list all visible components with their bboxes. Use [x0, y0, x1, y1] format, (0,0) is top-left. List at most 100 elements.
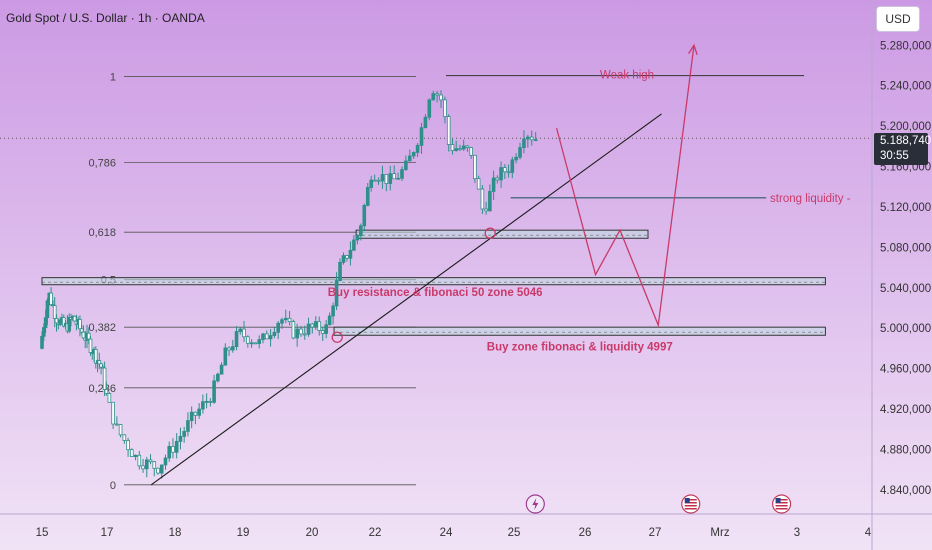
candle-body [514, 156, 518, 161]
candle [310, 322, 315, 334]
candle-body [443, 99, 447, 117]
candle [111, 401, 115, 429]
us-flag-icon-stripe [775, 508, 788, 510]
candle [499, 161, 503, 188]
candle-body [320, 330, 325, 334]
fib-level-label: 0,786 [88, 157, 116, 169]
candle-body [42, 327, 46, 337]
candle [58, 317, 62, 327]
candle [283, 309, 288, 324]
candle [396, 172, 400, 180]
candle-body [503, 167, 507, 173]
candle [526, 134, 530, 148]
lightning-icon[interactable] [525, 494, 545, 514]
price-tick-label: 5.080,000 [880, 242, 931, 254]
candle-body [261, 333, 265, 340]
candle [324, 319, 328, 339]
candle-body [72, 315, 77, 322]
candle [454, 140, 458, 152]
candle [427, 98, 432, 121]
candle [480, 185, 485, 214]
candle [376, 177, 381, 185]
candle-body [313, 321, 318, 328]
candle-body [365, 187, 370, 206]
currency-button[interactable]: USD [876, 6, 920, 32]
candle [514, 153, 518, 164]
us-flag-icon[interactable] [681, 494, 701, 514]
candle [365, 183, 370, 207]
candle [287, 310, 292, 326]
candle [107, 392, 112, 403]
candle [238, 327, 243, 335]
candle-countdown: 30:55 [880, 150, 909, 162]
candle-body [45, 300, 50, 319]
candle-body [362, 205, 367, 227]
candle [167, 441, 172, 462]
candle-body [400, 169, 404, 179]
us-flag-icon-stripe [684, 499, 697, 501]
candle [411, 151, 416, 159]
candle [141, 458, 145, 473]
candle-body [52, 305, 57, 319]
ascending-trendline [150, 113, 662, 486]
candle [280, 317, 284, 329]
candle-body [495, 177, 500, 181]
candle-body [407, 155, 412, 162]
chart-annotation: Weak high [600, 70, 654, 82]
candle [404, 155, 408, 171]
candle [503, 164, 507, 179]
candle-body [257, 339, 262, 344]
time-tick-label: 24 [440, 527, 453, 539]
candle [533, 132, 538, 142]
candle-body [435, 93, 439, 96]
candle [518, 142, 522, 160]
candle [369, 175, 374, 192]
time-tick-label: 22 [369, 527, 382, 539]
candle-body [118, 424, 123, 436]
candle [334, 272, 339, 311]
fib-level-label: 0,382 [88, 322, 116, 334]
candle-body [171, 446, 175, 453]
candle [242, 320, 246, 342]
candle-body [49, 292, 53, 306]
candle [171, 438, 175, 459]
time-tick-label: 3 [794, 527, 800, 539]
candle-body [327, 315, 332, 326]
candle-body [302, 333, 307, 336]
candle [257, 335, 262, 349]
us-flag-icon-ring [681, 494, 701, 514]
candle-body [348, 249, 353, 259]
candle [529, 130, 534, 146]
candle-body [295, 328, 299, 339]
candle-body [234, 331, 239, 348]
candle [148, 454, 153, 465]
current-price-tag: 5.188,740 30:55 [874, 133, 931, 165]
candle-body [352, 239, 356, 251]
candle-body [529, 136, 534, 141]
candle [313, 316, 318, 331]
chart-annotation: Buy zone fibonaci & liquidity 4997 [487, 341, 673, 353]
candle [439, 90, 443, 108]
us-flag-icon-stripe [775, 505, 788, 507]
price-tick-label: 5.280,000 [880, 40, 931, 52]
candle [446, 114, 451, 152]
candle [265, 330, 269, 340]
candle [317, 316, 322, 336]
candle-body [396, 177, 400, 180]
candle-body [88, 338, 93, 353]
candle [345, 255, 349, 262]
us-flag-icon[interactable] [771, 494, 792, 514]
candle-body [238, 328, 243, 332]
candle [423, 114, 428, 129]
candle-body [299, 328, 303, 335]
candle-body [126, 440, 130, 451]
touch-marker [331, 331, 343, 343]
candle-body [104, 389, 109, 395]
candle-body [331, 305, 335, 317]
time-tick-label: 15 [36, 527, 49, 539]
candle [223, 343, 228, 366]
time-tick-label: 4 [865, 527, 872, 539]
candle-body [454, 148, 458, 152]
